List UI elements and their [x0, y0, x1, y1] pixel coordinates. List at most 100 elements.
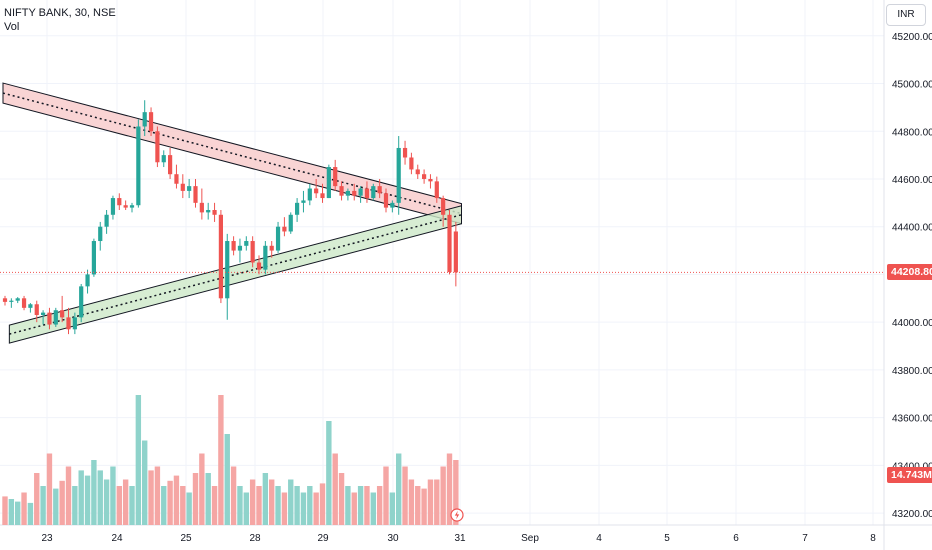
- volume-bar: [161, 486, 167, 525]
- price-tick-label: 45200.00: [892, 32, 932, 43]
- candle-body: [91, 241, 96, 275]
- candle-body: [218, 214, 223, 299]
- candle-body: [244, 241, 249, 246]
- volume-bar: [262, 473, 269, 525]
- volume-bar: [275, 486, 281, 525]
- volume-bar: [15, 501, 21, 525]
- candle-body: [53, 310, 58, 325]
- candle-body: [377, 186, 382, 194]
- price-tick-label: 44800.00: [892, 127, 932, 138]
- time-tick-label: 25: [180, 533, 192, 544]
- volume-bar: [173, 475, 180, 525]
- volume-bar: [192, 473, 199, 525]
- volume-bar: [326, 421, 332, 525]
- volume-bar: [199, 453, 205, 525]
- time-tick-label: 7: [802, 533, 808, 544]
- volume-bar: [27, 502, 34, 525]
- candle-body: [383, 193, 389, 208]
- support-channel: [8, 205, 462, 344]
- time-tick-label: 8: [870, 533, 876, 544]
- candle-body: [187, 186, 192, 191]
- candle-body: [314, 188, 319, 194]
- candle-body: [275, 226, 281, 251]
- time-tick-label: Sep: [521, 533, 539, 544]
- candle-body: [339, 186, 344, 196]
- candle-body: [2, 298, 8, 302]
- time-tick-label: 31: [454, 533, 466, 544]
- candle-body: [269, 245, 274, 251]
- candle-body: [282, 226, 287, 232]
- volume-bar: [205, 473, 211, 525]
- candle-body: [174, 174, 179, 184]
- candle-body: [123, 205, 128, 208]
- time-tick-label: 28: [249, 533, 261, 544]
- candle-body: [415, 169, 420, 175]
- candle-body: [85, 274, 90, 287]
- candle-body: [142, 112, 147, 127]
- volume-bar: [218, 395, 224, 525]
- candle-body: [447, 214, 452, 273]
- volume-value-label: 14.743M: [887, 467, 932, 483]
- candle-body: [47, 312, 52, 325]
- candle-body: [396, 147, 401, 203]
- currency-selector[interactable]: INR: [886, 4, 926, 26]
- volume-bar: [186, 492, 192, 525]
- candle-body: [371, 186, 376, 199]
- volume-bar: [294, 486, 300, 525]
- time-tick-label: 30: [387, 533, 399, 544]
- volume-bar: [288, 479, 294, 525]
- candle-body: [288, 214, 293, 232]
- volume-bar: [313, 492, 319, 525]
- candle-body: [231, 241, 236, 251]
- volume-bar: [402, 466, 408, 525]
- volume-legend[interactable]: Vol: [4, 21, 20, 33]
- candle-body: [307, 188, 312, 201]
- candle-body: [422, 174, 427, 179]
- volume-bar: [338, 473, 345, 525]
- symbol-title[interactable]: NIFTY BANK, 30, NSE: [4, 7, 116, 19]
- candle-body: [409, 157, 414, 170]
- volume-bar: [34, 473, 40, 525]
- price-tick-label: 43600.00: [892, 414, 932, 425]
- candle-body: [453, 231, 458, 273]
- volume-bar: [211, 486, 218, 525]
- volume-bar: [300, 492, 307, 525]
- candle-body: [263, 245, 268, 270]
- candle-body: [320, 193, 325, 199]
- volume-bar: [281, 492, 288, 525]
- volume-bar: [116, 486, 122, 525]
- candle-body: [333, 167, 338, 187]
- volume-bar: [148, 470, 154, 525]
- volume-bar: [65, 466, 72, 525]
- candle-body: [28, 304, 33, 308]
- candle-body: [193, 186, 198, 203]
- volume-bar: [21, 492, 27, 525]
- volume-bar: [351, 492, 357, 525]
- candle-body: [34, 304, 39, 315]
- volume-bar: [446, 453, 453, 525]
- lightning-icon[interactable]: [450, 508, 464, 522]
- candle-body: [9, 300, 14, 302]
- volume-bar: [40, 486, 46, 525]
- volume-bar: [78, 470, 84, 525]
- volume-bar: [357, 486, 364, 525]
- candle-body: [110, 198, 116, 215]
- candle-body: [364, 188, 370, 199]
- candle-body: [15, 298, 20, 301]
- volume-bar: [180, 486, 186, 525]
- candle-body: [434, 181, 439, 199]
- candle-body: [206, 210, 211, 213]
- candlesticks: [2, 100, 458, 335]
- candle-body: [72, 317, 77, 330]
- price-tick-label: 44600.00: [892, 175, 932, 186]
- volume-bars: [2, 395, 459, 525]
- candle-body: [66, 317, 71, 330]
- volume-bar: [122, 479, 129, 525]
- volume-bar: [84, 475, 91, 525]
- candle-body: [168, 155, 173, 175]
- candle-body: [117, 198, 122, 206]
- candle-body: [21, 298, 27, 308]
- time-tick-label: 4: [596, 533, 602, 544]
